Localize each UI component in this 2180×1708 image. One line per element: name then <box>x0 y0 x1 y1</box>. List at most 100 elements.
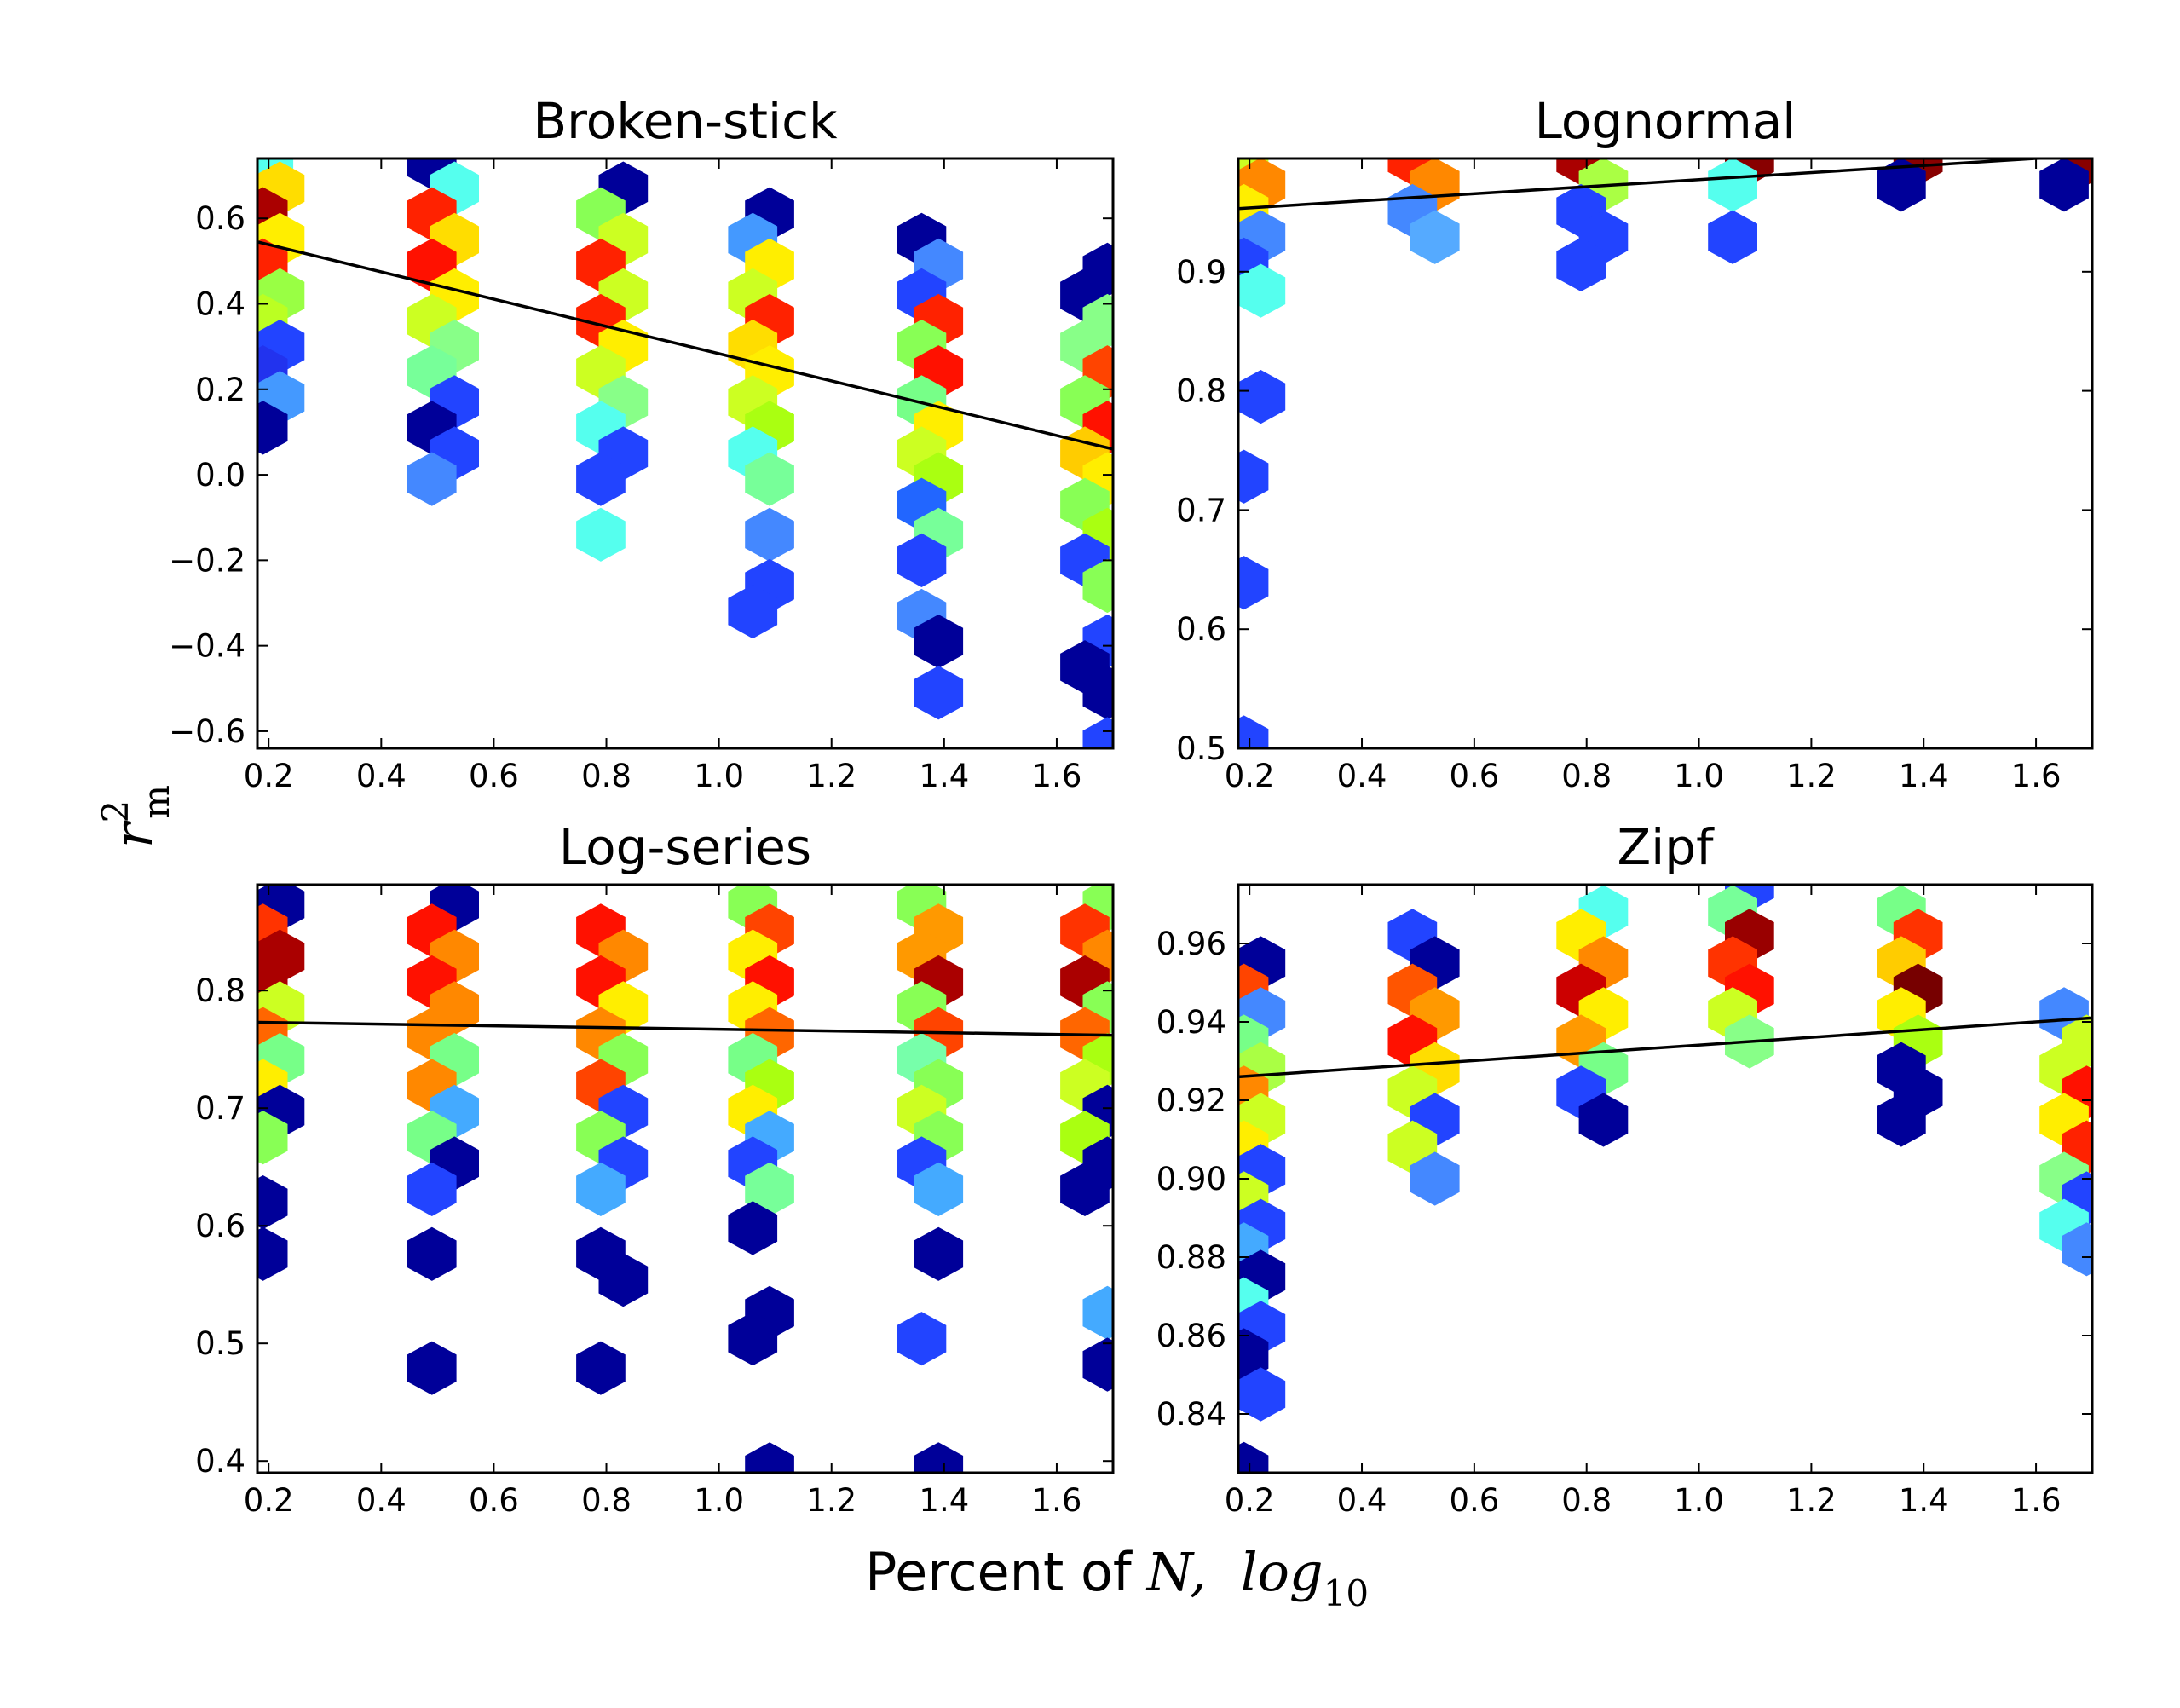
hexbin-cells <box>257 885 1113 1473</box>
x-tick-label: 1.6 <box>2011 1482 2062 1519</box>
subplot-4: Zipf 0.2 0.4 0.6 0.8 1.0 1.2 1.4 1.6 0.96 0.94 0.92… <box>1156 818 2094 1519</box>
hexbin-cell <box>1556 237 1606 291</box>
y-tick-label: −0.4 <box>169 628 245 665</box>
hexbin-cell <box>1238 370 1286 424</box>
x-tick-label: 0.6 <box>1449 1482 1499 1519</box>
subplot-1: Broken-stick 0.2 0.4 0.6 0.8 1.0 1.2 1.4 1.6 0.6 0… <box>169 92 1115 794</box>
hexbin-cell <box>407 1341 457 1395</box>
hexbin-cell <box>576 452 626 506</box>
hexbin-cell <box>1238 449 1269 504</box>
hexbin-cell <box>1082 558 1113 614</box>
hexbin-cell <box>1578 1093 1629 1147</box>
y-tick-label: 0.8 <box>195 972 245 1009</box>
hexbin-cell <box>897 533 947 587</box>
hexbin-cell <box>1877 159 1926 212</box>
y-tick-label: 0.8 <box>1176 373 1226 410</box>
y-tick-label: 0.9 <box>1176 254 1226 291</box>
x-tick-label: 1.4 <box>919 1482 969 1519</box>
hexbin-cell <box>745 1442 794 1473</box>
hexbin-cell <box>1410 1151 1460 1206</box>
hexbin-cell <box>728 1201 778 1255</box>
x-tick-label: 0.8 <box>1561 1482 1612 1519</box>
hexbin-cell <box>1082 717 1113 748</box>
hexbin-cell <box>1708 210 1757 264</box>
y-tick-label: 0.94 <box>1156 1004 1226 1041</box>
hexbin-cell <box>728 584 778 639</box>
hexbin-cells <box>257 159 1113 748</box>
y-tick-label: 0.5 <box>195 1325 245 1362</box>
svg-text:r2m: r2m <box>95 785 177 848</box>
hexbin-cell <box>914 1442 964 1473</box>
hexbin-cell <box>745 1162 794 1216</box>
x-tick-label: 0.6 <box>1449 758 1499 794</box>
y-tick-label: 0.84 <box>1156 1396 1226 1433</box>
hexbin-cell <box>728 1312 778 1366</box>
x-tick-label: 1.4 <box>1899 758 1949 794</box>
x-tick-label: 0.6 <box>469 1482 519 1519</box>
x-tick-label: 0.8 <box>1561 758 1612 794</box>
x-tick-label: 1.0 <box>1674 758 1724 794</box>
y-tick-label: 0.4 <box>195 1443 245 1480</box>
regression-line <box>257 240 1113 451</box>
subplot-title: Broken-stick <box>533 92 838 150</box>
y-tick-label: 0.0 <box>195 457 245 493</box>
x-tick-label: 1.2 <box>1786 758 1837 794</box>
hexbin-cell <box>257 401 288 455</box>
x-tick-label: 1.2 <box>806 1482 856 1519</box>
y-tick-label: 0.4 <box>195 286 245 322</box>
hexbin-cell <box>745 452 794 506</box>
plot-frame <box>256 883 1115 1474</box>
y-tick-label: 0.86 <box>1156 1318 1226 1354</box>
y-axis-label: r2m <box>95 785 177 848</box>
hexbin-cell <box>1238 263 1286 318</box>
hexbin-cells <box>1238 885 2092 1473</box>
hexbin-cell <box>897 1312 947 1366</box>
x-tick-label: 1.4 <box>919 758 969 794</box>
x-tick-label: 0.4 <box>356 1482 407 1519</box>
x-tick-label: 1.2 <box>1786 1482 1837 1519</box>
hexbin-cell <box>1410 210 1460 264</box>
hexbin-cell <box>2039 159 2089 212</box>
x-tick-label: 0.2 <box>1225 758 1275 794</box>
svg-text:Percent ofN,log10: Percent of N, log10 <box>865 1541 1369 1614</box>
hexbin-cell <box>257 1175 288 1230</box>
hexbin-cell <box>914 1226 964 1281</box>
hexbin-cell <box>914 1162 964 1216</box>
subplots: Broken-stick 0.2 0.4 0.6 0.8 1.0 1.2 1.4 1.6 0.6 0… <box>169 92 2094 1519</box>
hexbin-cell <box>1082 1337 1113 1392</box>
x-tick-label: 0.8 <box>581 758 632 794</box>
subplot-title: Lognormal <box>1535 92 1796 150</box>
subplot-title: Log-series <box>559 818 811 876</box>
plot-frame <box>1237 883 2094 1474</box>
x-tick-label: 0.4 <box>356 758 407 794</box>
subplot-title: Zipf <box>1617 818 1715 876</box>
hexbin-cells <box>1238 159 2092 748</box>
regression-line <box>257 1020 1113 1037</box>
y-tick-label: 0.96 <box>1156 926 1226 962</box>
hexbin-cell <box>576 1162 626 1216</box>
hexbin-cell <box>407 1226 457 1281</box>
y-tick-label: 0.7 <box>195 1090 245 1127</box>
hexbin-cell <box>576 507 626 562</box>
hexbin-cell <box>914 666 964 720</box>
x-tick-label: 0.4 <box>1337 758 1387 794</box>
hexbin-cell <box>1082 666 1113 720</box>
x-tick-label: 0.2 <box>1225 1482 1275 1519</box>
hexbin-cell <box>257 1226 288 1281</box>
x-tick-label: 0.6 <box>469 758 519 794</box>
hexbin-cell <box>257 1111 288 1165</box>
y-tick-label: 0.92 <box>1156 1082 1226 1119</box>
hexbin-cell <box>1708 159 1757 212</box>
hexbin-cell <box>914 615 964 669</box>
x-tick-label: 0.2 <box>244 758 294 794</box>
x-axis-label: Percent of N, log10 <box>865 1541 1369 1614</box>
x-tick-label: 1.6 <box>1032 1482 1082 1519</box>
hexbin-cell <box>407 1162 457 1216</box>
x-tick-label: 1.0 <box>694 758 744 794</box>
y-tick-label: 0.6 <box>1176 611 1226 648</box>
plot-frame <box>256 157 1115 750</box>
x-tick-label: 0.4 <box>1337 1482 1387 1519</box>
regression-line <box>1238 159 2060 211</box>
x-tick-label: 1.0 <box>694 1482 744 1519</box>
